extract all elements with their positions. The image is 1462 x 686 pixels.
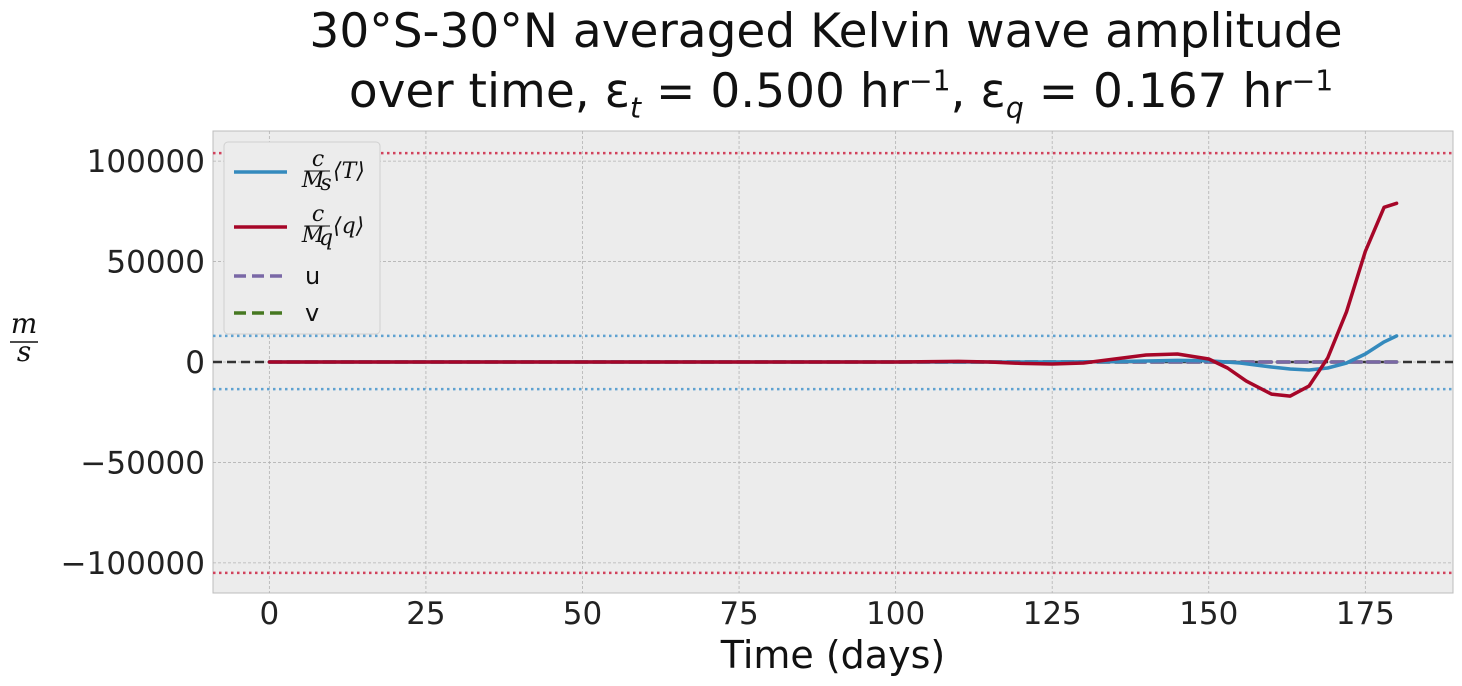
x-axis-label: Time (days) (720, 633, 945, 677)
x-tick-label: 150 (1179, 596, 1238, 632)
title-part: = 0.167 hr (1023, 64, 1292, 119)
x-tick-label: 100 (866, 596, 925, 632)
y-tick-label: −100000 (61, 546, 205, 582)
legend-frac-num: c (312, 147, 324, 172)
legend-frac-num: c (312, 202, 324, 227)
y-label-denominator: s (17, 335, 31, 368)
x-tick-label: 25 (406, 596, 445, 632)
y-tick-label: 100000 (87, 144, 205, 180)
chart-title-line2: over time, εt = 0.500 hr−1, εq = 0.167 h… (110, 64, 1462, 124)
legend-frac-den: M (301, 168, 325, 193)
legend-frac-den-sub: q (319, 226, 333, 251)
legend-label-q: c M q ⟨q⟩ (301, 202, 365, 251)
y-axis-label: m s (10, 307, 38, 368)
legend-label-u: u (305, 262, 320, 290)
x-tick-label: 125 (1023, 596, 1082, 632)
legend-frac-den: M (301, 223, 325, 248)
series-layer (267, 201, 1399, 398)
title-sub-q: q (1005, 91, 1024, 125)
x-ticks: 0 25 50 75 100 125 150 175 (259, 596, 1394, 632)
x-tick-label: 175 (1336, 596, 1395, 632)
x-tick-label: 50 (563, 596, 602, 632)
title-sub-t: t (630, 91, 642, 125)
legend-var: ⟨q⟩ (333, 214, 364, 239)
legend-var: ⟨T⟩ (333, 159, 365, 184)
title-part: = 0.500 hr (641, 64, 909, 119)
x-tick-label: 0 (259, 596, 279, 632)
chart-title-line1: 30°S-30°N averaged Kelvin wave amplitude (309, 4, 1343, 59)
y-tick-label: 50000 (106, 245, 205, 281)
series-q-line (267, 201, 1399, 398)
y-ticks: −100000 −50000 0 50000 100000 (61, 144, 205, 582)
title-sup: −1 (1291, 64, 1334, 98)
legend-frac-den-sub: s (320, 171, 331, 196)
y-tick-label: −50000 (80, 445, 205, 481)
y-tick-label: 0 (185, 345, 205, 381)
x-tick-label: 75 (719, 596, 758, 632)
legend-label-v: v (305, 299, 319, 327)
title-part: , ε (950, 64, 1006, 119)
legend-label-T: c M s ⟨T⟩ (301, 147, 365, 196)
title-sup: −1 (908, 64, 951, 98)
y-label-numerator: m (11, 307, 38, 340)
legend-box (223, 141, 381, 335)
title-part: over time, ε (348, 64, 631, 119)
legend: c M s ⟨T⟩ c M q ⟨q⟩ u v (223, 141, 381, 335)
